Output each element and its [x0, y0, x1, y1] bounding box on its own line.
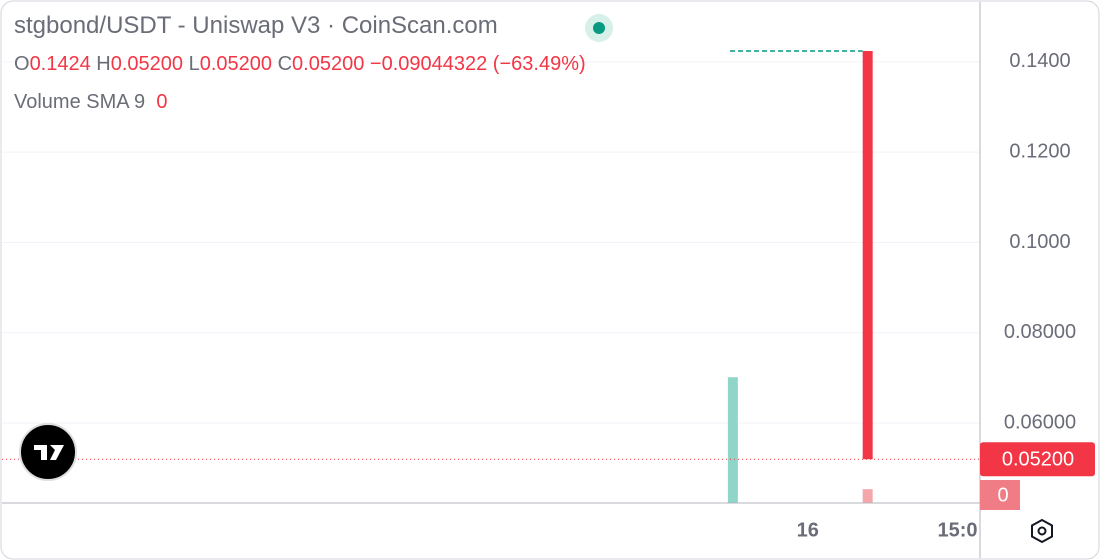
last-price-box: [980, 442, 1095, 477]
volume-legend: Volume SMA 9 0: [14, 91, 167, 114]
volume-bar: [862, 489, 873, 503]
y2-tick-label: 0: [997, 484, 1008, 506]
volume-legend-value: 0: [156, 91, 168, 113]
y-tick-label: 0.08000: [1004, 321, 1076, 343]
chart-title: stgbond/USDT - Uniswap V3 · CoinScan.com: [14, 12, 498, 39]
ohlc-value: 0.05200: [199, 53, 273, 75]
ohlc-value: 0.05200: [110, 53, 184, 75]
x-tick-label: 15:0: [938, 519, 978, 541]
tv-logo-mark: [34, 445, 64, 460]
y-tick-label: 0.06000: [1004, 411, 1076, 433]
status-dot: [593, 22, 605, 34]
y-tick-label: 0.1400: [1009, 50, 1070, 72]
settings-button[interactable]: [1031, 518, 1053, 544]
ohlc-change: −0.09044322 (−63.49%): [369, 53, 586, 75]
tv-logo[interactable]: [19, 423, 77, 481]
ohlc-label: H: [96, 53, 111, 75]
ohlc-label: L: [188, 53, 200, 75]
volume-legend-name: Volume SMA 9: [14, 91, 146, 113]
ohlc-label: C: [277, 53, 293, 75]
y-tick-label: 0.1200: [1009, 140, 1070, 162]
ohlc-legend: O0.1424 H0.05200 L0.05200 C0.05200 −0.09…: [14, 53, 586, 76]
volume-bar: [727, 377, 738, 503]
plot: [2, 50, 980, 503]
ohlc-value: 0.1424: [29, 53, 91, 75]
volume-axis-box: [980, 480, 1020, 510]
settings-icon-center: [1037, 526, 1047, 536]
x-tick-label: 16: [797, 519, 819, 541]
y-tick-label: 0.1000: [1009, 231, 1070, 253]
candle-body: [862, 51, 873, 460]
ohlc-value: 0.05200: [292, 53, 365, 75]
ohlc-label: O: [14, 53, 30, 75]
last-price-label: 0.05200: [1002, 448, 1074, 470]
